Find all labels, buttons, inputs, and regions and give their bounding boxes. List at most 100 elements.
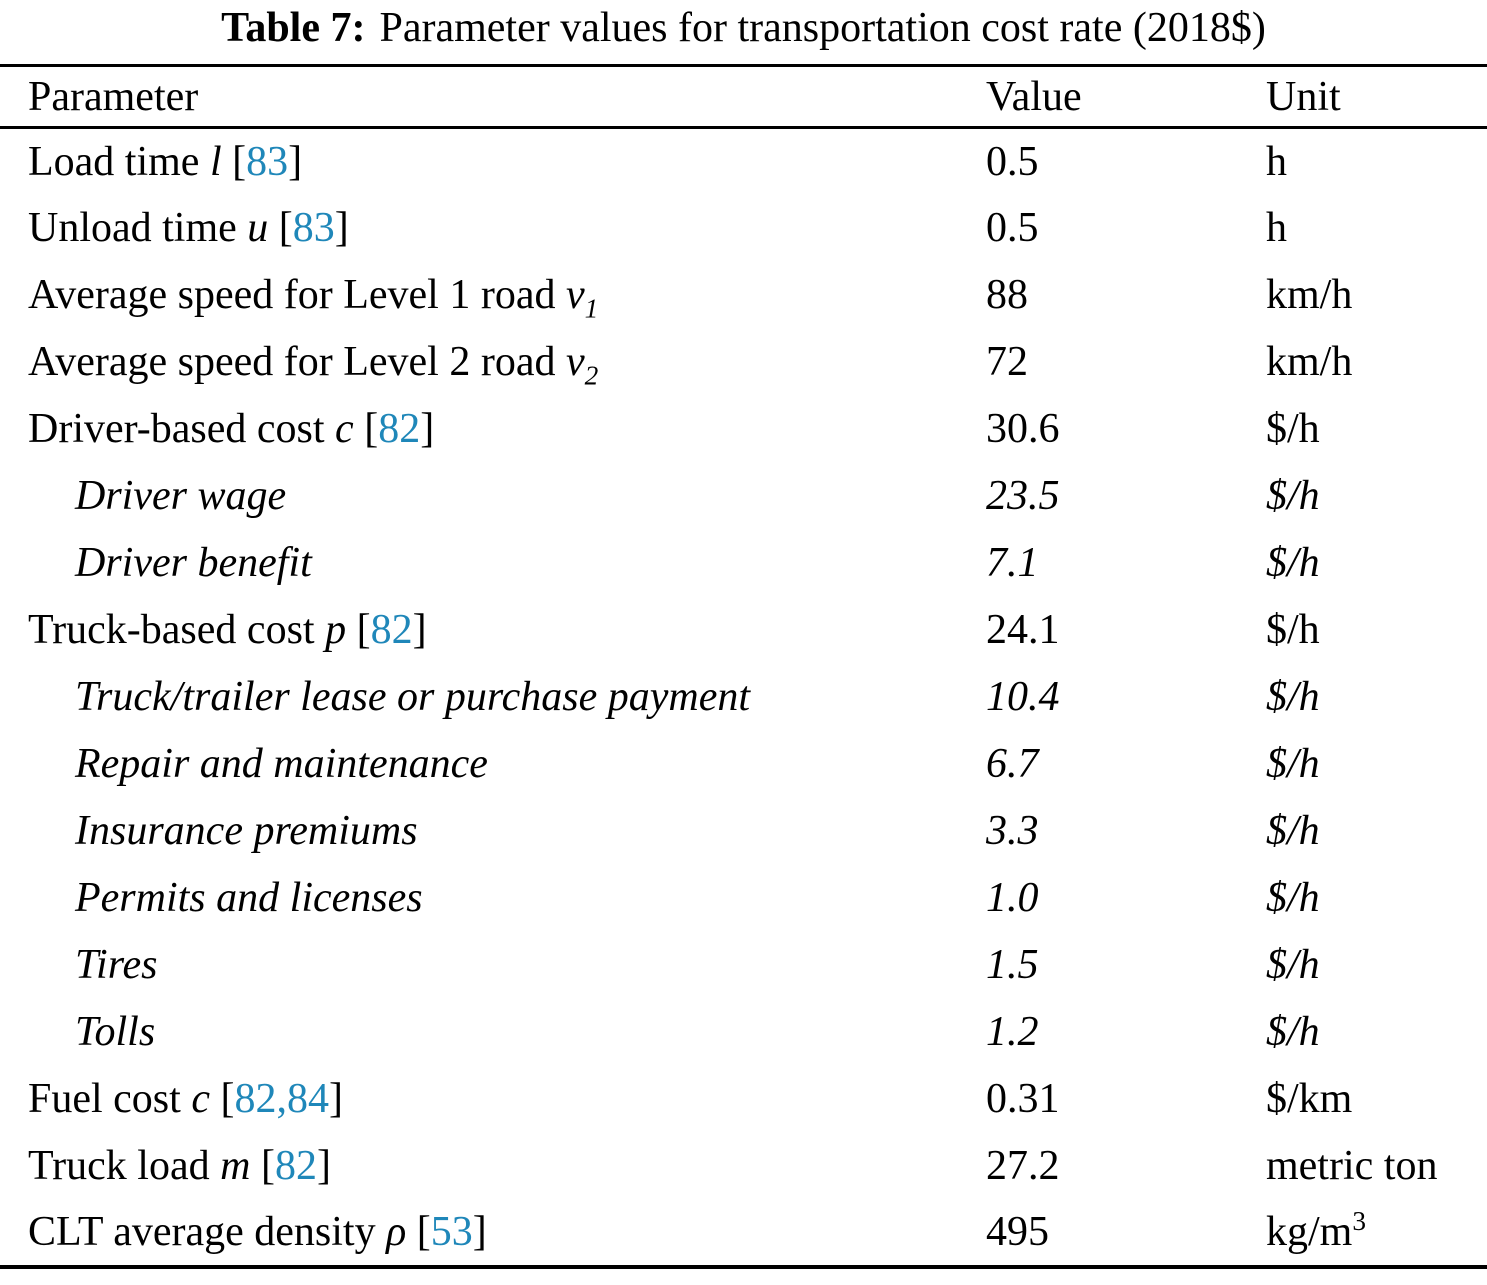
parameter-cell: Driver-based cost c [82] [28,406,435,452]
parameter-unit: $/h [1266,540,1320,586]
parameter-label: Driver benefit [75,540,312,586]
parameter-label: Driver-based cost [28,406,325,452]
citation-link[interactable]: 53 [430,1209,473,1255]
table-row: Fuel cost c [82,84] 0.31 $/km [0,1066,1487,1133]
parameter-unit: $/h [1266,808,1320,854]
parameter-unit: $/h [1266,942,1320,988]
parameter-unit: km/h [1266,272,1353,318]
parameter-label: Truck load [28,1143,210,1189]
parameter-value: 23.5 [986,473,1060,519]
table-row: Driver wage 23.5 $/h [0,463,1487,530]
parameter-cell: Average speed for Level 1 road v1 [0,262,986,329]
column-header-unit: Unit [1266,65,1487,129]
header-row: Parameter Value Unit [0,65,1487,129]
parameter-label: Insurance premiums [75,808,418,854]
parameter-cell: Load time l [83] [28,138,303,185]
citation-link[interactable]: 82,84 [234,1076,329,1122]
parameter-value: 27.2 [986,1143,1060,1189]
parameter-label: Unload time [28,205,237,251]
parameter-value: 3.3 [986,808,1039,854]
parameter-cell: Unload time u [83] [28,205,349,251]
table-row: CLT average density ρ [53] 495 kg/m3 [0,1200,1487,1267]
parameters-table: Parameter Value Unit Load time l [83] 0.5… [0,64,1487,1269]
parameter-cell: Truck load m [82] [28,1143,331,1189]
parameter-cell: Driver wage [0,463,986,530]
table-row: Repair and maintenance 6.7 $/h [0,731,1487,798]
table-row: Permits and licenses 1.0 $/h [0,865,1487,932]
parameter-label: Load time [28,138,200,185]
parameter-value: 10.4 [986,674,1060,720]
table-row: Driver-based cost c [82] 30.6 $/h [0,396,1487,463]
parameter-unit: $/h [1266,607,1320,653]
column-header-parameter: Parameter [0,65,986,129]
parameter-variable: c [191,1076,210,1122]
parameter-unit: metric ton [1266,1143,1438,1189]
parameter-variable: l [209,138,222,185]
parameter-value: 1.5 [986,942,1039,988]
parameter-unit: $/h [1266,473,1320,519]
parameter-cell: Truck/trailer lease or purchase payment [0,664,986,731]
parameter-cell: CLT average density ρ [53] [28,1209,487,1255]
table-row: Insurance premiums 3.3 $/h [0,798,1487,865]
unit-superscript: 3 [1352,1206,1366,1236]
parameter-cell: Driver benefit [0,530,986,597]
parameter-label: CLT average density [28,1209,376,1255]
parameter-variable: c [335,406,354,452]
parameter-cell: Permits and licenses [0,865,986,932]
table-body: Load time l [83] 0.5 h Unload time u [83] 0.… [0,128,1487,1267]
column-header-value: Value [986,65,1266,129]
table-caption: Table 7: Parameter values for transportat… [0,0,1487,64]
parameter-label: Truck/trailer lease or purchase payment [75,674,751,720]
parameter-variable: ρ [386,1209,407,1255]
parameter-cell: Insurance premiums [0,798,986,865]
parameter-unit: $/h [1266,741,1320,787]
parameter-variable: m [220,1143,251,1189]
parameter-label: Tolls [75,1009,156,1055]
table-row: Tolls 1.2 $/h [0,999,1487,1066]
table-row: Load time l [83] 0.5 h [0,128,1487,195]
parameter-value: 30.6 [986,406,1060,452]
parameter-label: Tires [75,942,158,988]
parameter-value: 24.1 [986,607,1060,653]
parameter-value: 0.31 [986,1076,1060,1122]
parameter-label: Repair and maintenance [75,741,488,787]
parameter-cell: Fuel cost c [82,84] [28,1076,343,1122]
table-row: Unload time u [83] 0.5 h [0,195,1487,262]
table-row: Average speed for Level 2 road v2 72 km/h [0,329,1487,396]
parameter-variable: p [325,607,347,653]
citation-link[interactable]: 83 [246,138,289,185]
parameter-cell: Repair and maintenance [0,731,986,798]
parameter-value: 88 [986,272,1028,318]
parameter-variable: u [247,205,269,251]
parameter-value: 1.0 [986,875,1039,921]
table-row: Tires 1.5 $/h [0,932,1487,999]
parameter-unit: $/h [1266,674,1320,720]
table-row: Truck/trailer lease or purchase payment 1… [0,664,1487,731]
parameter-label: Fuel cost [28,1076,181,1122]
parameter-unit: $/km [1266,1076,1353,1122]
citation-link[interactable]: 83 [292,205,335,251]
parameter-unit: $/h [1266,1009,1320,1055]
parameter-label: Driver wage [75,473,287,519]
parameter-unit: km/h [1266,339,1353,385]
parameter-unit: kg/m3 [1266,1206,1366,1255]
parameter-label: Truck-based cost [28,607,315,653]
table-caption-label: Table 7: [221,5,366,51]
parameter-value: 0.5 [986,138,1039,185]
parameter-cell: Tires [0,932,986,999]
parameter-value: 1.2 [986,1009,1039,1055]
parameter-cell: Average speed for Level 2 road v2 [0,329,986,396]
table-row: Truck load m [82] 27.2 metric ton [0,1133,1487,1200]
variable-subscript: 2 [584,360,599,391]
parameter-label: Permits and licenses [75,875,423,921]
parameter-value: 7.1 [986,540,1039,586]
citation-link[interactable]: 82 [370,607,413,653]
table-row: Truck-based cost p [82] 24.1 $/h [0,597,1487,664]
citation-link[interactable]: 82 [274,1143,317,1189]
table-row: Average speed for Level 1 road v1 88 km/h [0,262,1487,329]
parameter-value: 0.5 [986,205,1039,251]
parameter-value: 6.7 [986,741,1039,787]
citation-link[interactable]: 82 [378,406,421,452]
parameter-unit: $/h [1266,875,1320,921]
parameter-variable: v2 [565,339,599,391]
